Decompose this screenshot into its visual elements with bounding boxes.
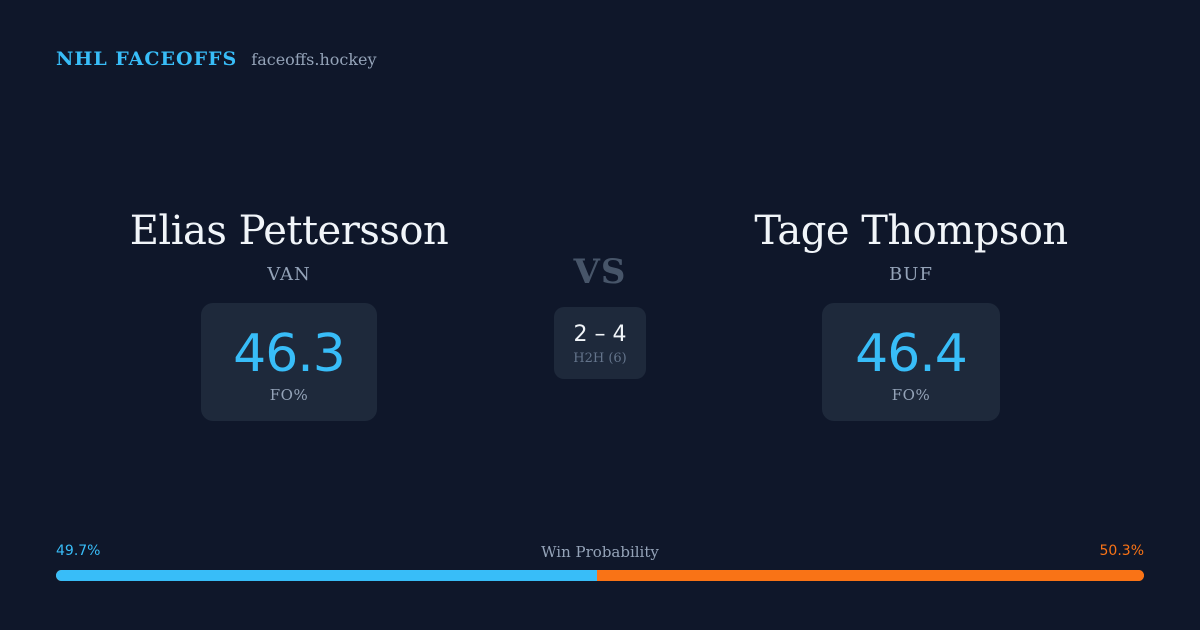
faceoff-pct-value: 46.3 bbox=[233, 324, 346, 384]
brand-header: NHL FACEOFFS faceoffs.hockey bbox=[56, 48, 377, 70]
win-probability-right-label: 50.3% bbox=[1099, 543, 1144, 559]
vs-label: VS bbox=[573, 252, 627, 292]
player-name: Elias Pettersson bbox=[129, 208, 449, 254]
player-right: Tage Thompson BUF 46.4 FO% bbox=[681, 203, 1141, 421]
faceoff-pct-label: FO% bbox=[269, 386, 309, 404]
win-probability-left-label: 49.7% bbox=[56, 543, 101, 559]
head-to-head-card: 2 – 4 H2H (6) bbox=[554, 307, 646, 379]
head-to-head-score: 2 – 4 bbox=[573, 321, 627, 347]
player-left: Elias Pettersson VAN 46.3 FO% bbox=[59, 203, 519, 421]
win-probability-labels: 49.7% Win Probability 50.3% bbox=[56, 543, 1144, 563]
brand-url[interactable]: faceoffs.hockey bbox=[251, 50, 377, 69]
head-to-head-label: H2H (6) bbox=[573, 350, 627, 366]
faceoff-pct-value: 46.4 bbox=[855, 324, 968, 384]
player-name: Tage Thompson bbox=[754, 208, 1068, 254]
win-probability-bar bbox=[56, 570, 1144, 581]
win-probability-left-fill bbox=[56, 570, 597, 581]
win-probability-right-fill bbox=[596, 570, 1144, 581]
faceoff-pct-label: FO% bbox=[891, 386, 931, 404]
brand-name[interactable]: NHL FACEOFFS bbox=[56, 48, 238, 70]
faceoff-pct-card: 46.3 FO% bbox=[201, 303, 377, 421]
faceoff-pct-card: 46.4 FO% bbox=[822, 303, 1000, 421]
team-abbrev: BUF bbox=[889, 264, 933, 285]
team-abbrev: VAN bbox=[267, 264, 311, 285]
win-probability-title: Win Probability bbox=[541, 543, 659, 561]
